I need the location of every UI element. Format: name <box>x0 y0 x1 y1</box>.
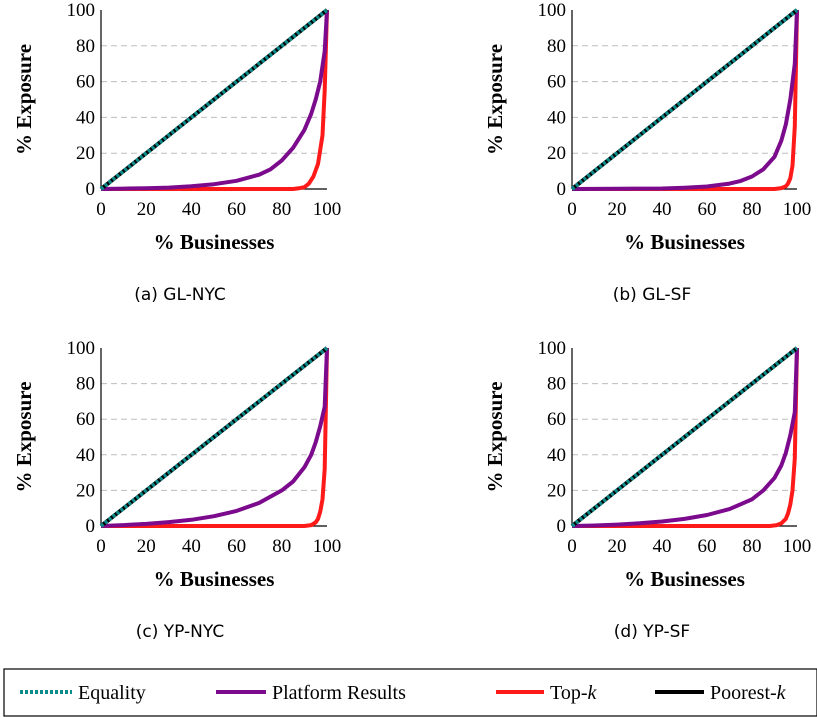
x-tick-label: 60 <box>698 199 717 220</box>
series-line-top-k <box>101 347 329 528</box>
series-line-platform-results <box>100 347 329 528</box>
x-tick-label: 60 <box>227 199 246 220</box>
series-line-poorest-k <box>570 8 799 191</box>
y-axis-label: % Exposure <box>12 44 36 155</box>
y-tick-label: 0 <box>557 516 567 537</box>
y-tick-label: 100 <box>67 0 96 21</box>
y-tick-label: 80 <box>547 36 566 57</box>
x-tick-label: 20 <box>608 536 627 557</box>
panel-c-yp-nyc: 0 20 40 60 80 100 0 20 40 60 80 100 % Businesses % Ex… <box>12 338 341 642</box>
panel-caption: (d) YP-SF <box>614 622 690 642</box>
series-line-equality <box>99 8 329 191</box>
x-tick-label: 80 <box>272 199 291 220</box>
x-tick-label: 60 <box>698 536 717 557</box>
x-tick-label: 20 <box>137 536 156 557</box>
series-line-poorest-k <box>99 346 329 528</box>
series-line-platform-results <box>100 9 329 191</box>
y-tick-label: 80 <box>76 36 95 57</box>
y-tick-label: 0 <box>86 179 96 200</box>
legend-label-poorest-k-prefix: Poorest- <box>710 682 777 704</box>
x-tick-label: 80 <box>743 536 762 557</box>
series-line-equality <box>570 346 799 528</box>
y-tick-label: 80 <box>547 374 566 395</box>
x-tick-label: 40 <box>653 536 672 557</box>
legend-label-platform-results: Platform Results <box>272 682 406 704</box>
series-line-equality <box>99 346 329 528</box>
x-axis-label: % Businesses <box>154 567 275 591</box>
legend: Equality Platform Results Top-k Poorest-… <box>3 668 817 717</box>
y-tick-label: 100 <box>538 338 567 359</box>
y-tick-label: 0 <box>557 179 567 200</box>
y-tick-label: 40 <box>76 107 95 128</box>
x-tick-label: 0 <box>567 199 577 220</box>
x-tick-label: 40 <box>653 199 672 220</box>
y-tick-label: 40 <box>547 445 566 466</box>
panel-a-gl-nyc: 0 20 40 60 80 100 0 20 40 60 80 100 % Businesses % Ex… <box>12 0 341 305</box>
y-tick-label: 20 <box>547 480 566 501</box>
y-tick-label: 100 <box>538 0 567 21</box>
y-axis-label: % Exposure <box>12 381 36 492</box>
series-line-top-k <box>572 9 799 191</box>
panel-caption: (a) GL-NYC <box>134 285 226 305</box>
y-tick-label: 20 <box>76 480 95 501</box>
x-tick-label: 80 <box>743 199 762 220</box>
y-tick-label: 60 <box>547 72 566 93</box>
panel-caption: (c) YP-NYC <box>136 622 224 642</box>
panels: 0 20 40 60 80 100 0 20 40 60 80 100 % Businesses % Ex… <box>12 0 811 642</box>
x-tick-label: 40 <box>182 199 201 220</box>
y-tick-label: 40 <box>547 107 566 128</box>
y-tick-label: 0 <box>86 516 96 537</box>
panel-b-gl-sf: 0 20 40 60 80 100 0 20 40 60 80 100 % Businesses % Ex… <box>483 0 811 305</box>
y-tick-label: 60 <box>76 72 95 93</box>
y-tick-label: 20 <box>76 143 95 164</box>
legend-label-top-k: Top-k <box>550 682 597 704</box>
legend-label-poorest-k-italic: k <box>777 682 787 704</box>
x-tick-label: 20 <box>608 199 627 220</box>
x-tick-label: 100 <box>783 199 812 220</box>
series-line-top-k <box>572 347 799 528</box>
x-tick-label: 100 <box>313 536 342 557</box>
x-tick-label: 80 <box>272 536 291 557</box>
series-line-equality <box>570 8 799 191</box>
y-tick-label: 20 <box>547 143 566 164</box>
x-axis-label: % Businesses <box>154 230 275 254</box>
x-tick-label: 40 <box>182 536 201 557</box>
x-tick-label: 60 <box>227 536 246 557</box>
series-line-platform-results <box>571 9 799 191</box>
series-line-top-k <box>101 9 329 191</box>
legend-label-equality: Equality <box>78 682 146 704</box>
x-tick-label: 0 <box>96 199 106 220</box>
x-tick-label: 100 <box>783 536 812 557</box>
panel-caption: (b) GL-SF <box>613 285 692 305</box>
legend-label-top-k-italic: k <box>587 682 597 704</box>
x-tick-label: 100 <box>313 199 342 220</box>
y-tick-label: 60 <box>76 409 95 430</box>
panel-d-yp-sf: 0 20 40 60 80 100 0 20 40 60 80 100 % Businesses % Ex… <box>483 338 811 642</box>
legend-label-poorest-k: Poorest-k <box>710 682 787 704</box>
y-tick-label: 100 <box>67 338 96 359</box>
x-axis-label: % Businesses <box>624 230 745 254</box>
y-tick-label: 40 <box>76 445 95 466</box>
legend-label-top-k-prefix: Top- <box>550 682 587 704</box>
x-tick-label: 20 <box>137 199 156 220</box>
x-tick-label: 0 <box>567 536 577 557</box>
x-axis-label: % Businesses <box>624 567 745 591</box>
series-line-poorest-k <box>570 346 799 528</box>
y-tick-label: 60 <box>547 409 566 430</box>
y-axis-label: % Exposure <box>483 381 507 492</box>
x-tick-label: 0 <box>96 536 106 557</box>
y-tick-label: 80 <box>76 374 95 395</box>
y-axis-label: % Exposure <box>483 44 507 155</box>
series-line-platform-results <box>571 347 799 528</box>
